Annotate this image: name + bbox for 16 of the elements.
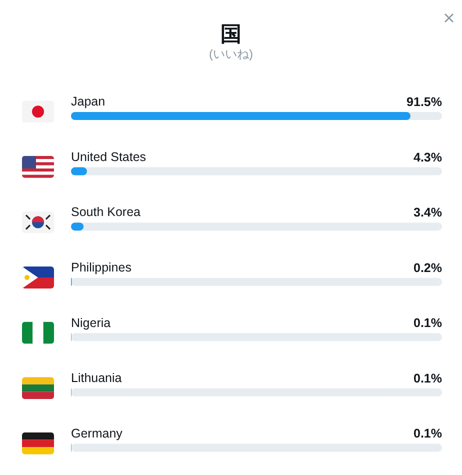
chart-title: 国 — [220, 22, 242, 48]
data-label: 91.5% — [406, 95, 442, 109]
y-tick-label: Philippines — [71, 260, 132, 274]
y-tick-label: Japan — [71, 94, 106, 109]
y-tick-label: Lithuania — [71, 371, 122, 386]
chart-subtitle: (いいね) — [208, 46, 254, 63]
data-label: 0.2% — [414, 260, 442, 275]
data-label: 0.1% — [414, 371, 442, 386]
y-tick-label: United States — [71, 150, 146, 164]
data-label: 4.3% — [414, 150, 442, 164]
data-label: 0.1% — [414, 316, 442, 330]
data-label: 0.1% — [414, 426, 442, 441]
y-tick-label: Germany — [71, 426, 124, 440]
y-tick-label: South Korea — [71, 205, 141, 220]
y-tick-label: Nigeria — [71, 316, 111, 330]
data-label: 3.4% — [414, 206, 442, 220]
